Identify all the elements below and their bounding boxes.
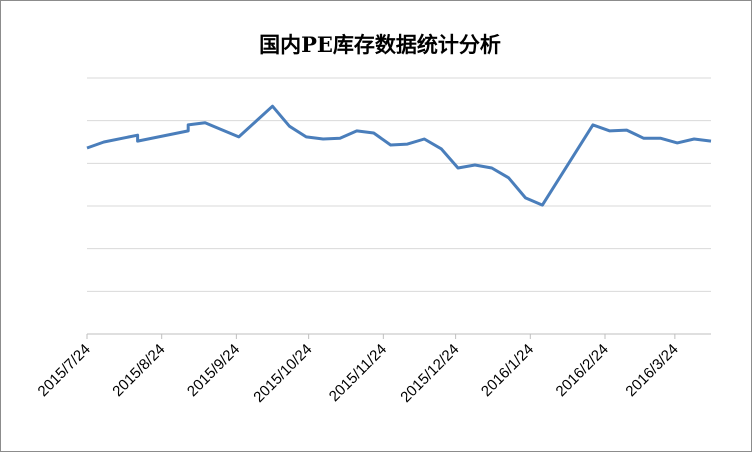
chart-title: 国内PE库存数据统计分析 <box>259 32 501 57</box>
data-line <box>86 104 712 207</box>
